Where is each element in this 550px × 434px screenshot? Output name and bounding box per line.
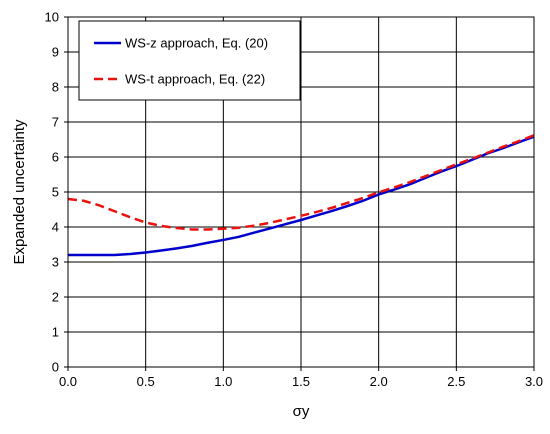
y-axis-label: Expanded uncertainty: [11, 119, 28, 265]
x-tick-label: 0.5: [137, 374, 155, 389]
legend-label-ws-z: WS-z approach, Eq. (20): [125, 36, 268, 51]
y-tick-label: 5: [52, 185, 59, 200]
y-tick-label: 2: [52, 290, 59, 305]
y-tick-label: 3: [52, 255, 59, 270]
data-series: [67, 134, 535, 257]
plot-frame: [67, 16, 535, 368]
y-tick-label: 8: [52, 80, 59, 95]
x-tick-label: 3.0: [525, 374, 543, 389]
x-tick-label: 2.5: [447, 374, 465, 389]
y-tick-label: 4: [52, 220, 59, 235]
legend-box: [78, 20, 301, 101]
legend: WS-z approach, Eq. (20) WS-t approach, E…: [78, 20, 301, 101]
x-tick-label: 1.5: [292, 374, 310, 389]
y-tick-label: 6: [52, 150, 59, 165]
tick-labels: 0.0 0.5 1.0 1.5 2.0 2.5 3.0 0 1 2 3 4 5 6 7 8 9 10: [45, 10, 544, 390]
y-tick-label: 10: [45, 10, 59, 25]
x-tick-label: 1.0: [214, 374, 232, 389]
ws-t-line: [67, 134, 535, 231]
legend-label-ws-t: WS-t approach, Eq. (22): [125, 72, 265, 87]
x-tick-label: 0.0: [59, 374, 77, 389]
x-tick-label: 2.0: [370, 374, 388, 389]
y-tick-label: 1: [52, 325, 59, 340]
y-tick-label: 7: [52, 115, 59, 130]
y-tick-label: 0: [52, 360, 59, 375]
ws-z-line: [68, 135, 535, 257]
x-axis-label: σy: [293, 403, 310, 420]
y-tick-label: 9: [52, 45, 59, 60]
